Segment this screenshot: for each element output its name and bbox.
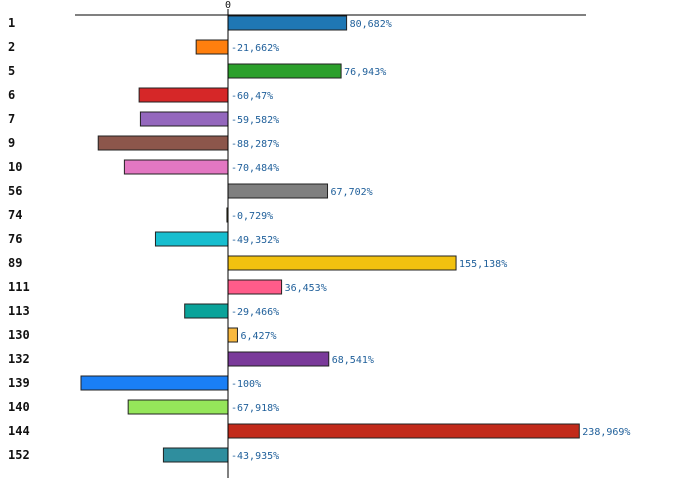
- category-label-130: 130: [8, 328, 30, 342]
- category-label-139: 139: [8, 376, 30, 390]
- bar-1: [227, 15, 348, 31]
- value-label-2: -21,662%: [231, 43, 279, 54]
- bar-113: [184, 303, 229, 319]
- bar-9: [97, 135, 229, 151]
- bar-89: [227, 255, 457, 271]
- bars-group: [80, 15, 580, 463]
- bar-76: [154, 231, 229, 247]
- bar-7: [139, 111, 229, 127]
- category-label-76: 76: [8, 232, 22, 246]
- category-label-56: 56: [8, 184, 22, 198]
- category-label-144: 144: [8, 424, 30, 438]
- x-ticks-group: 0: [225, 0, 231, 11]
- category-label-152: 152: [8, 448, 30, 462]
- category-label-2: 2: [8, 40, 15, 54]
- category-label-10: 10: [8, 160, 22, 174]
- category-label-140: 140: [8, 400, 30, 414]
- category-label-111: 111: [8, 280, 30, 294]
- value-label-139: -100%: [231, 379, 261, 390]
- bar-6: [138, 87, 229, 103]
- value-labels-group: 80,682% -21,662% 76,943% -60,47% -59,582% -88…: [231, 19, 630, 462]
- value-label-74: -0,729%: [231, 211, 273, 222]
- value-label-76: -49,352%: [231, 235, 279, 246]
- value-label-130: 6,427%: [240, 331, 276, 342]
- value-label-5: 76,943%: [344, 67, 386, 78]
- value-label-144: 238,969%: [582, 427, 630, 438]
- value-label-111: 36,453%: [285, 283, 327, 294]
- value-label-9: -88,287%: [231, 139, 279, 150]
- category-label-9: 9: [8, 136, 15, 150]
- category-label-1: 1: [8, 16, 15, 30]
- value-label-132: 68,541%: [332, 355, 374, 366]
- category-label-5: 5: [8, 64, 15, 78]
- bar-130: [227, 327, 238, 343]
- value-label-140: -67,918%: [231, 403, 279, 414]
- bar-132: [227, 351, 330, 367]
- x-tick-label-0: 0: [225, 0, 231, 11]
- value-label-89: 155,138%: [459, 259, 507, 270]
- bar-10: [123, 159, 229, 175]
- value-label-152: -43,935%: [231, 451, 279, 462]
- category-label-113: 113: [8, 304, 30, 318]
- value-label-7: -59,582%: [231, 115, 279, 126]
- bar-2: [195, 39, 229, 55]
- value-label-6: -60,47%: [231, 91, 273, 102]
- value-label-1: 80,682%: [350, 19, 392, 30]
- bar-5: [227, 63, 342, 79]
- category-label-132: 132: [8, 352, 30, 366]
- bar-152: [162, 447, 229, 463]
- bar-144: [227, 423, 580, 439]
- bar-139: [80, 375, 229, 391]
- category-label-89: 89: [8, 256, 22, 270]
- category-label-74: 74: [8, 208, 22, 222]
- bar-111: [227, 279, 283, 295]
- bar-140: [127, 399, 229, 415]
- value-label-113: -29,466%: [231, 307, 279, 318]
- bar-56: [227, 183, 329, 199]
- value-label-10: -70,484%: [231, 163, 279, 174]
- category-label-7: 7: [8, 112, 15, 126]
- value-label-56: 67,702%: [331, 187, 373, 198]
- category-label-6: 6: [8, 88, 15, 102]
